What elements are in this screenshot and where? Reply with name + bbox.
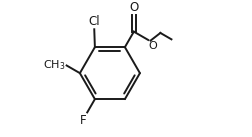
Text: Cl: Cl [88,15,100,28]
Text: F: F [80,114,86,127]
Text: O: O [148,41,157,51]
Text: CH$_3$: CH$_3$ [43,58,65,72]
Text: O: O [129,1,138,14]
